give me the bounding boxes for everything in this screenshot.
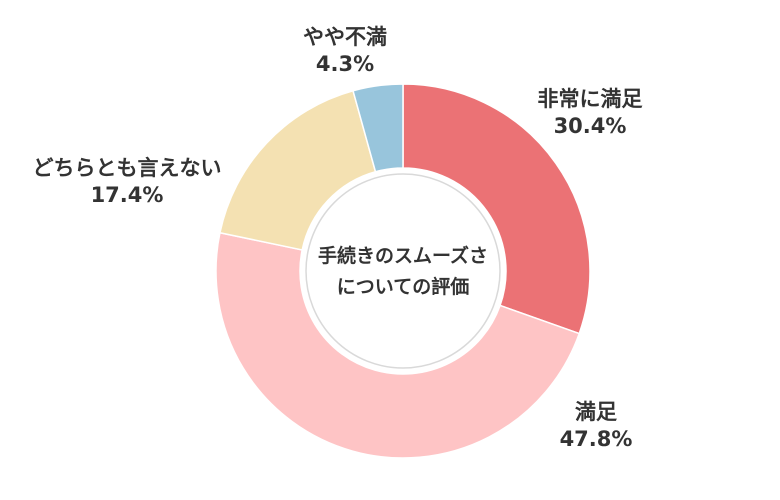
slice-label-3: どちらとも言えない [33, 156, 222, 180]
slice-value-3: 17.4% [91, 183, 164, 207]
labels-group: 非常に満足 30.4% 満足 47.8% どちらとも言えない 17.4% やや不満 4.3% [33, 25, 643, 451]
slice-label-4: やや不満 [303, 25, 387, 49]
center-hole [300, 168, 506, 374]
center-ring [305, 173, 501, 369]
center-label-line-1: 手続きのスムーズさ [318, 244, 488, 267]
slice-value-2: 47.8% [560, 427, 633, 451]
slice-label-1: 非常に満足 [538, 87, 643, 111]
center-label-line-2: についての評価 [337, 275, 469, 298]
slice-value-1: 30.4% [554, 114, 627, 138]
slices-group [215, 83, 591, 459]
slice-label-2: 満足 [575, 400, 617, 424]
slice-value-4: 4.3% [316, 52, 374, 76]
